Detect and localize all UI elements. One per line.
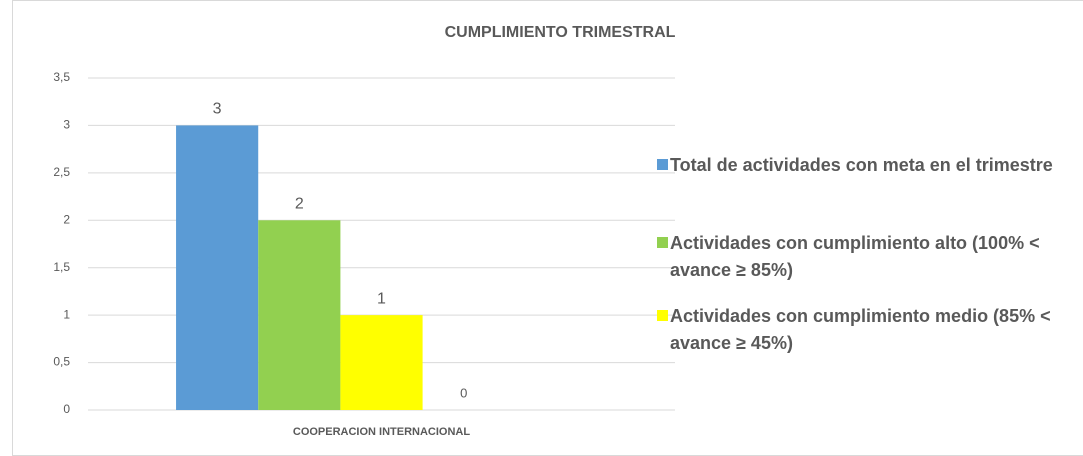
y-tick-label: 1 bbox=[63, 307, 70, 321]
legend-item: Actividades con cumplimiento medio (85% … bbox=[657, 303, 1083, 357]
legend-label: Actividades con cumplimiento alto (100% … bbox=[670, 233, 1040, 280]
y-tick-label: 2,5 bbox=[53, 165, 70, 179]
bar bbox=[340, 315, 423, 410]
y-tick-label: 3 bbox=[63, 118, 70, 132]
y-tick-label: 0 bbox=[63, 402, 70, 416]
data-label: 2 bbox=[295, 196, 304, 213]
legend-label: Actividades con cumplimiento medio (85% … bbox=[670, 306, 1051, 353]
y-tick-label: 3,5 bbox=[53, 70, 70, 84]
legend-label: Total de actividades con meta en el trim… bbox=[670, 155, 1053, 175]
legend-swatch bbox=[657, 237, 668, 248]
bar bbox=[176, 125, 259, 410]
chart-frame bbox=[12, 0, 1083, 456]
data-label: 0 bbox=[460, 385, 467, 400]
y-tick-label: 0,5 bbox=[53, 355, 70, 369]
data-label: 3 bbox=[213, 101, 222, 118]
bar bbox=[258, 220, 341, 410]
legend-item: Actividades con cumplimiento alto (100% … bbox=[657, 230, 1083, 284]
data-label: 1 bbox=[377, 290, 386, 307]
legend-swatch bbox=[657, 310, 668, 321]
chart-title: CUMPLIMIENTO TRIMESTRAL bbox=[445, 24, 676, 41]
y-tick-label: 2 bbox=[63, 212, 70, 226]
legend-swatch bbox=[657, 159, 668, 170]
x-tick-label: COOPERACION INTERNACIONAL bbox=[293, 426, 471, 438]
y-tick-label: 1,5 bbox=[53, 260, 70, 274]
legend-item: Total de actividades con meta en el trim… bbox=[657, 152, 1083, 179]
